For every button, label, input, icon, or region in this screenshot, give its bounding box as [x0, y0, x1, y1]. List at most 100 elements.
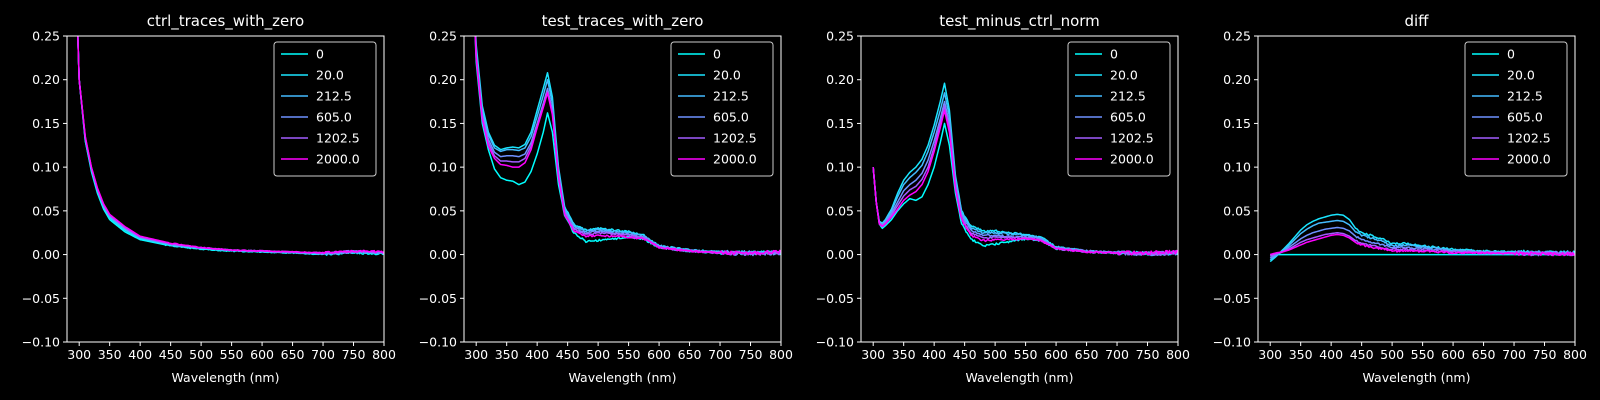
x-tick-label: 750: [342, 347, 366, 362]
y-tick-label: 0.15: [32, 116, 60, 131]
series-line-2000.0: [1269, 233, 1575, 257]
x-tick-label: 500: [1380, 347, 1404, 362]
y-tick-label: 0.00: [429, 247, 457, 262]
legend-label: 0: [713, 47, 721, 62]
x-tick-label: 600: [647, 347, 671, 362]
legend-label: 605.0: [713, 110, 749, 125]
y-tick-label: 0.25: [1223, 29, 1251, 44]
x-tick-label: 700: [311, 347, 335, 362]
legend-label: 0: [316, 47, 324, 62]
x-tick-label: 400: [128, 347, 152, 362]
y-tick-label: 0.10: [826, 160, 854, 175]
y-tick-label: −0.05: [1213, 291, 1251, 306]
x-tick-label: 550: [220, 347, 244, 362]
x-tick-label: 650: [678, 347, 702, 362]
legend-label: 212.5: [1507, 89, 1543, 104]
series-group: [77, 36, 384, 256]
legend-label: 2000.0: [1110, 152, 1154, 167]
y-tick-label: 0.05: [32, 203, 60, 218]
series-line-2000.0: [77, 36, 384, 255]
x-axis-label: Wavelength (nm): [569, 370, 677, 385]
y-tick-label: 0.10: [1223, 160, 1251, 175]
x-tick-label: 300: [464, 347, 488, 362]
y-tick-label: −0.05: [816, 291, 854, 306]
chart-title: test_traces_with_zero: [542, 12, 704, 31]
legend-label: 0: [1110, 47, 1118, 62]
x-tick-label: 650: [1075, 347, 1099, 362]
y-tick-label: 0.25: [32, 29, 60, 44]
x-tick-label: 400: [1319, 347, 1343, 362]
legend-label: 212.5: [713, 89, 749, 104]
y-tick-label: −0.05: [419, 291, 457, 306]
series-line-1202.5: [474, 36, 781, 256]
x-tick-label: 350: [98, 347, 122, 362]
legend-label: 20.0: [713, 68, 741, 83]
y-tick-label: 0.15: [826, 116, 854, 131]
x-tick-label: 450: [953, 347, 977, 362]
x-tick-label: 700: [1502, 347, 1526, 362]
x-tick-label: 400: [525, 347, 549, 362]
legend-label: 605.0: [316, 110, 352, 125]
x-tick-label: 450: [556, 347, 580, 362]
chart-title: test_minus_ctrl_norm: [939, 12, 1100, 31]
legend-label: 2000.0: [713, 152, 757, 167]
y-tick-label: −0.10: [816, 335, 854, 350]
series-group: [1269, 213, 1575, 263]
x-tick-label: 700: [1105, 347, 1129, 362]
series-line-20.0: [1269, 213, 1575, 263]
y-tick-label: 0.25: [429, 29, 457, 44]
x-tick-label: 800: [1166, 347, 1190, 362]
x-tick-label: 500: [189, 347, 213, 362]
legend-label: 20.0: [1507, 68, 1535, 83]
x-tick-label: 650: [1472, 347, 1496, 362]
x-tick-label: 600: [1441, 347, 1465, 362]
x-tick-label: 650: [281, 347, 305, 362]
x-tick-label: 350: [1289, 347, 1313, 362]
legend-label: 0: [1507, 47, 1515, 62]
legend-label: 1202.5: [1110, 131, 1154, 146]
chart-2: 300 350 400 450 500 550 600 650 700 750 800 −0.10 −0…: [419, 12, 793, 385]
x-tick-label: 600: [1044, 347, 1068, 362]
y-tick-label: −0.10: [1213, 335, 1251, 350]
y-tick-label: 0.20: [1223, 72, 1251, 87]
chart-title: diff: [1404, 12, 1429, 30]
x-tick-label: 550: [1411, 347, 1435, 362]
y-tick-label: 0.00: [826, 247, 854, 262]
x-tick-label: 500: [983, 347, 1007, 362]
y-tick-label: 0.05: [826, 203, 854, 218]
y-tick-label: 0.10: [429, 160, 457, 175]
x-tick-label: 800: [769, 347, 793, 362]
x-tick-label: 300: [1258, 347, 1282, 362]
series-line-2000.0: [872, 109, 1178, 256]
legend-label: 1202.5: [1507, 131, 1551, 146]
axes-frame: [1257, 35, 1576, 343]
x-tick-label: 500: [586, 347, 610, 362]
legend-label: 20.0: [316, 68, 344, 83]
series-group: [872, 82, 1178, 257]
legend-label: 1202.5: [713, 131, 757, 146]
legend-label: 2000.0: [1507, 152, 1551, 167]
y-tick-label: 0.00: [32, 247, 60, 262]
x-tick-label: 350: [495, 347, 519, 362]
x-tick-label: 750: [1136, 347, 1160, 362]
x-tick-label: 450: [1350, 347, 1374, 362]
x-axis-label: Wavelength (nm): [966, 370, 1074, 385]
x-tick-label: 750: [739, 347, 763, 362]
x-tick-label: 800: [372, 347, 396, 362]
series-line-2000.0: [474, 36, 781, 256]
y-tick-label: 0.15: [1223, 116, 1251, 131]
x-tick-label: 750: [1533, 347, 1557, 362]
x-tick-label: 300: [861, 347, 885, 362]
y-tick-label: 0.20: [32, 72, 60, 87]
x-tick-label: 550: [1014, 347, 1038, 362]
chart-1: 300 350 400 450 500 550 600 650 700 750 800 −0.10 −0…: [22, 12, 396, 385]
y-tick-label: 0.00: [1223, 247, 1251, 262]
y-tick-label: −0.10: [22, 335, 60, 350]
chart-4: 300 350 400 450 500 550 600 650 700 750 800 −0.10 −0…: [1213, 12, 1587, 385]
x-tick-label: 400: [922, 347, 946, 362]
chart-3: 300 350 400 450 500 550 600 650 700 750 800 −0.10 −0…: [816, 12, 1190, 385]
y-tick-label: −0.05: [22, 291, 60, 306]
y-tick-label: 0.05: [1223, 203, 1251, 218]
legend-label: 605.0: [1507, 110, 1543, 125]
